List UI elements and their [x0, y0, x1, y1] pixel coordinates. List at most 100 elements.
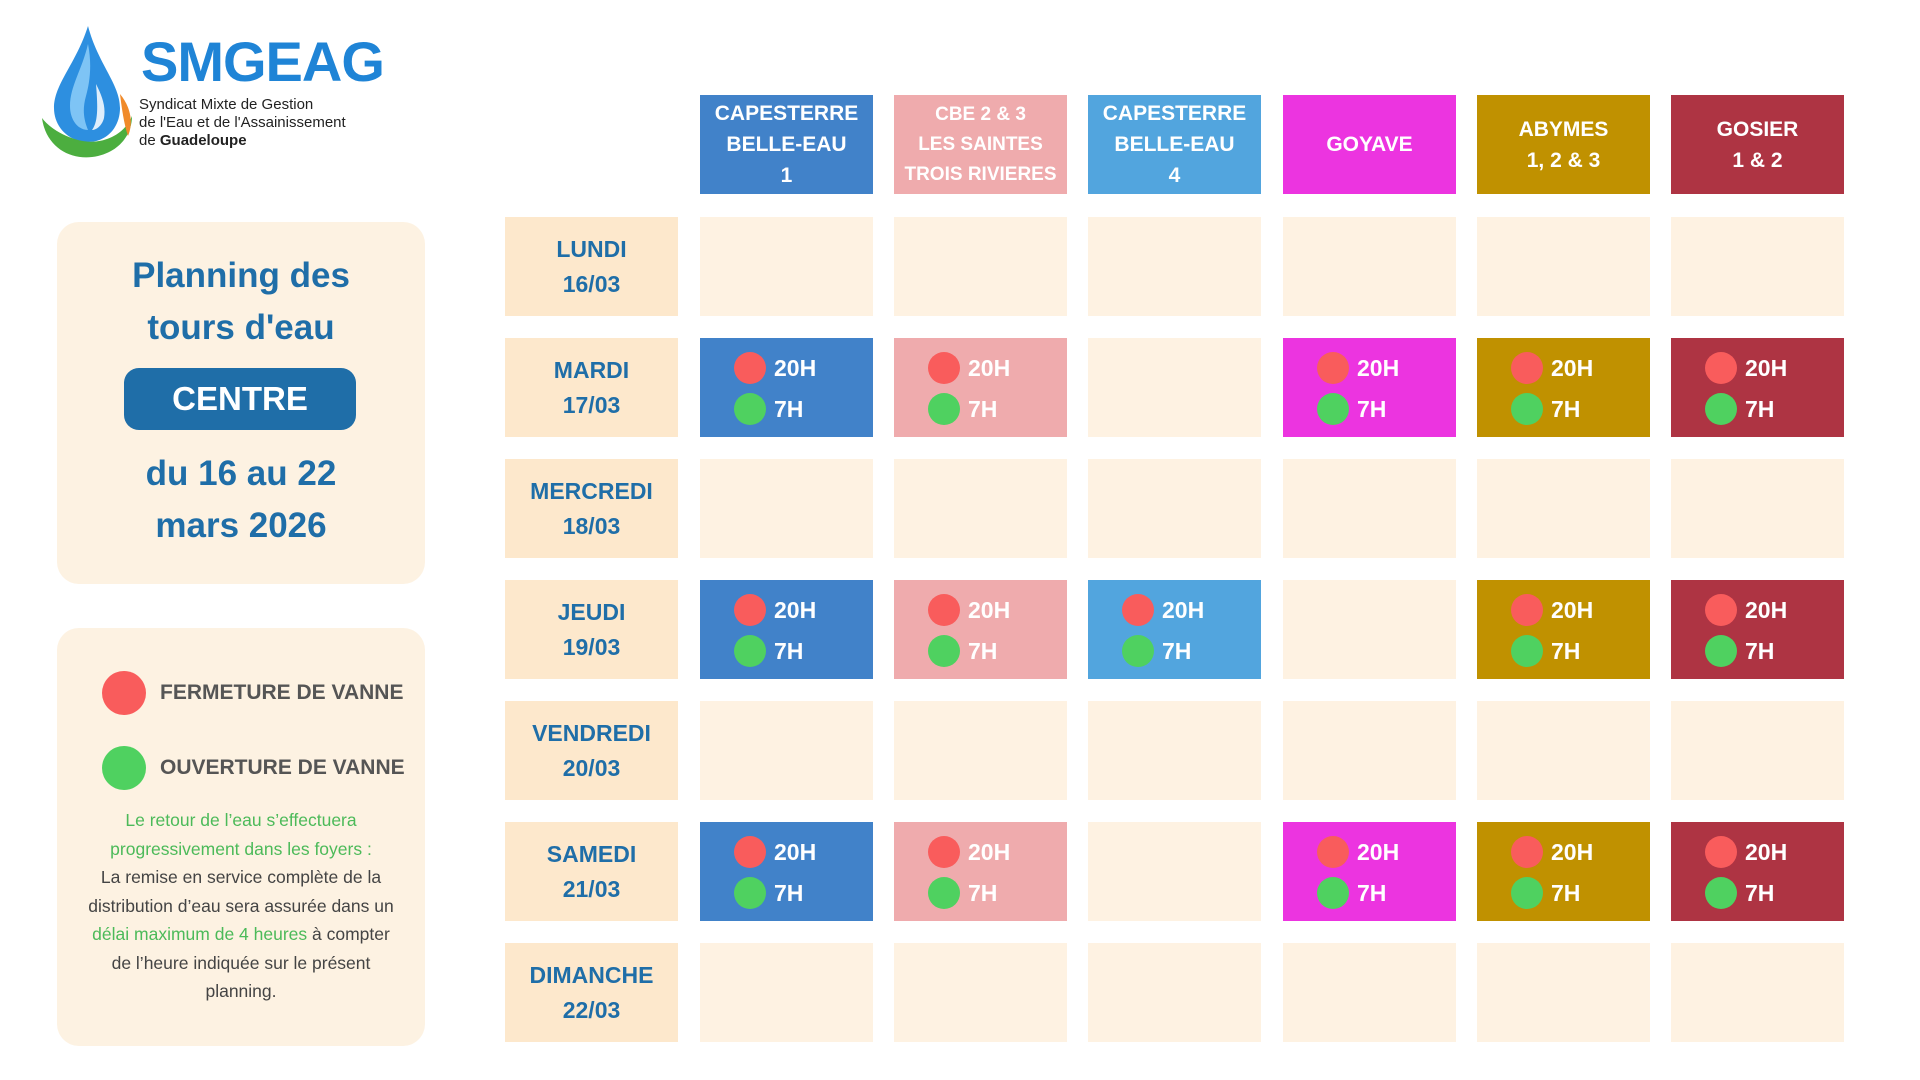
schedule-cell [1671, 217, 1844, 316]
schedule-cell [1088, 459, 1261, 558]
green-dot-icon [928, 635, 960, 667]
day-label: SAMEDI 21/03 [505, 822, 678, 921]
schedule-cell: 20H 7H [700, 338, 873, 437]
schedule-cell [1477, 217, 1650, 316]
valve-close-time: 20H [1122, 594, 1204, 626]
green-dot-icon [1317, 393, 1349, 425]
water-drop-icon [42, 26, 132, 158]
time-label: 7H [968, 638, 998, 664]
green-dot-icon [1705, 393, 1737, 425]
tagline-line: Syndicat Mixte de Gestion [139, 96, 314, 113]
time-label: 7H [1745, 638, 1775, 664]
schedule-cell [1088, 701, 1261, 800]
column-header: CAPESTERRE BELLE-EAU 1 [700, 95, 873, 194]
schedule-cell [1283, 217, 1456, 316]
region-badge: CENTRE [124, 368, 356, 430]
schedule-cell: 20H 7H [1477, 580, 1650, 679]
day-name: DIMANCHE [529, 961, 654, 988]
schedule-cell [894, 459, 1067, 558]
day-date: 16/03 [562, 270, 621, 297]
time-label: 20H [1357, 839, 1400, 865]
legend-panel: FERMETURE DE VANNE OUVERTURE DE VANNE Le… [57, 628, 425, 1046]
column-header-line: CAPESTERRE [714, 102, 859, 125]
red-dot-icon [734, 836, 766, 868]
schedule-cell [1283, 580, 1456, 679]
note-line: de l’heure indiquée sur le présent [111, 952, 371, 973]
day-name: JEUDI [557, 598, 626, 625]
day-date: 17/03 [562, 391, 621, 418]
schedule-cell [1088, 822, 1261, 921]
time-label: 7H [774, 638, 804, 664]
valve-close-time: 20H [928, 836, 1010, 868]
day-date: 21/03 [562, 875, 621, 902]
valve-open-time: 7H [928, 877, 997, 909]
time-label: 20H [968, 597, 1011, 623]
valve-open-time: 7H [1705, 393, 1774, 425]
green-dot-icon [102, 746, 146, 790]
valve-open-time: 7H [1705, 877, 1774, 909]
column-header-line: BELLE-EAU [1114, 133, 1235, 156]
column-header: CAPESTERRE BELLE-EAU 4 [1088, 95, 1261, 194]
time-label: 7H [1745, 880, 1775, 906]
schedule-cell: 20H 7H [894, 580, 1067, 679]
schedule-cell [1671, 701, 1844, 800]
column-header-line: ABYMES [1518, 117, 1609, 141]
tagline-line: de l'Eau et de l'Assainissement [139, 114, 346, 131]
day-label: JEUDI 19/03 [505, 580, 678, 679]
tagline-line: de Guadeloupe [139, 132, 399, 150]
time-label: 20H [968, 355, 1011, 381]
note-line: La remise en service complète de la [100, 867, 382, 887]
valve-close-time: 20H [1317, 836, 1399, 868]
green-dot-icon [734, 393, 766, 425]
valve-close-time: 20H [1511, 594, 1593, 626]
day-name: LUNDI [556, 235, 627, 262]
valve-close-time: 20H [1705, 594, 1787, 626]
schedule-cell: 20H 7H [1477, 338, 1650, 437]
valve-open-time: 7H [1511, 393, 1580, 425]
date-line: du 16 au 22 [145, 454, 337, 493]
title-panel: Planning des tours d'eau CENTRE du 16 au… [57, 222, 425, 584]
green-dot-icon [1705, 877, 1737, 909]
schedule-cell [1283, 459, 1456, 558]
schedule-cell [894, 943, 1067, 1042]
day-label: MERCREDI 18/03 [505, 459, 678, 558]
valve-close-time: 20H [1317, 352, 1399, 384]
valve-open-time: 7H [1122, 635, 1191, 667]
column-header-line: CBE 2 & 3 [935, 103, 1026, 125]
valve-open-time: 7H [1511, 877, 1580, 909]
schedule-cell [700, 943, 873, 1042]
column-header-line: 4 [1168, 164, 1181, 187]
red-dot-icon [102, 671, 146, 715]
time-label: 7H [1745, 396, 1775, 422]
date-range: du 16 au 22 mars 2026 [57, 448, 425, 552]
schedule-cell: 20H 7H [1477, 822, 1650, 921]
schedule-cell [894, 217, 1067, 316]
schedule-cell [1283, 943, 1456, 1042]
column-header: GOSIER 1 & 2 [1671, 95, 1844, 194]
schedule-cell [1088, 338, 1261, 437]
red-dot-icon [1705, 836, 1737, 868]
column-header-line: GOYAVE [1326, 133, 1413, 156]
red-dot-icon [734, 352, 766, 384]
schedule-cell: 20H 7H [1283, 822, 1456, 921]
column-header: CBE 2 & 3 LES SAINTES TROIS RIVIERES [894, 95, 1067, 194]
title-line: tours d'eau [147, 308, 335, 347]
green-dot-icon [928, 877, 960, 909]
valve-close-time: 20H [1705, 352, 1787, 384]
red-dot-icon [1705, 352, 1737, 384]
valve-close-time: 20H [928, 352, 1010, 384]
note-text: à compter [307, 924, 390, 944]
schedule-cell [700, 217, 873, 316]
note-line: progressivement dans les foyers : [110, 838, 372, 859]
valve-open-time: 7H [734, 877, 803, 909]
time-label: 7H [1357, 880, 1387, 906]
day-label: DIMANCHE 22/03 [505, 943, 678, 1042]
column-header-line: 1, 2 & 3 [1526, 148, 1601, 172]
valve-close-time: 20H [1511, 352, 1593, 384]
valve-open-time: 7H [1317, 877, 1386, 909]
schedule-cell [1671, 459, 1844, 558]
note-line: distribution d’eau sera assurée dans un [88, 895, 394, 916]
time-label: 7H [968, 880, 998, 906]
valve-close-time: 20H [734, 352, 816, 384]
day-name: SAMEDI [546, 840, 637, 867]
